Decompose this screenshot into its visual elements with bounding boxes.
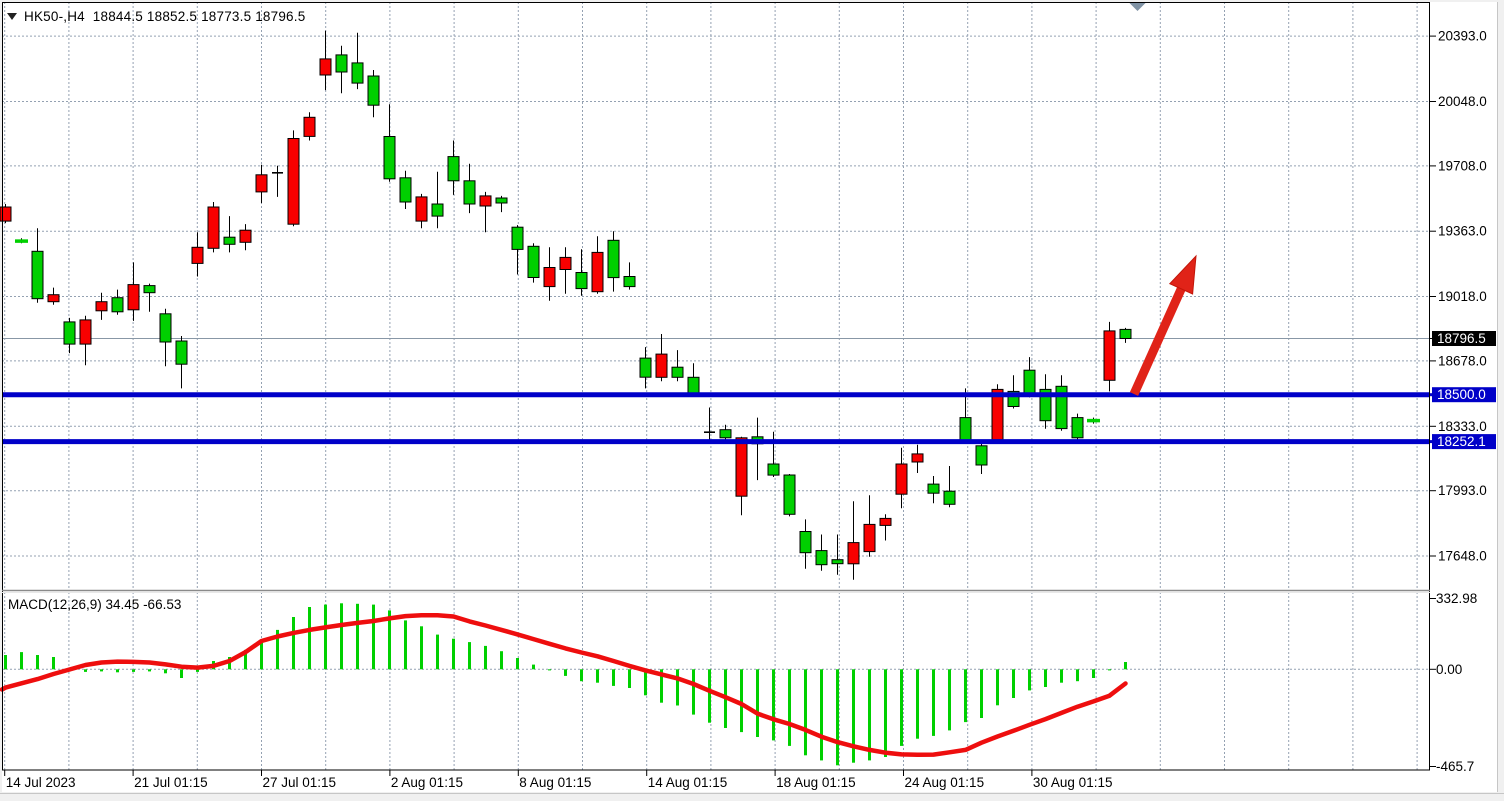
svg-text:20393.0: 20393.0 — [1438, 29, 1487, 44]
svg-text:2 Aug 01:15: 2 Aug 01:15 — [391, 775, 463, 790]
quote-text: HK50-,H4 18844.5 18852.5 18773.5 18796.5 — [24, 8, 306, 24]
svg-text:0.00: 0.00 — [1436, 662, 1462, 677]
support-level-lines[interactable] — [2, 392, 1430, 445]
svg-text:18678.0: 18678.0 — [1438, 353, 1487, 368]
macd-histogram — [4, 603, 1127, 766]
scroll-to-end-marker-icon[interactable] — [1129, 3, 1146, 11]
price-axis[interactable]: 20393.0 20048.0 19708.0 19363.0 19018.0 18678… — [1430, 29, 1496, 774]
svg-text:30 Aug 01:15: 30 Aug 01:15 — [1033, 775, 1113, 790]
svg-text:17648.0: 17648.0 — [1438, 549, 1487, 564]
svg-text:19708.0: 19708.0 — [1438, 158, 1487, 173]
svg-text:18333.0: 18333.0 — [1438, 419, 1487, 434]
svg-text:17993.0: 17993.0 — [1438, 483, 1487, 498]
trend-arrow[interactable] — [1129, 254, 1197, 396]
svg-text:18796.5: 18796.5 — [1437, 331, 1486, 346]
svg-text:8 Aug 01:15: 8 Aug 01:15 — [519, 775, 591, 790]
svg-text:14 Aug 01:15: 14 Aug 01:15 — [648, 775, 728, 790]
svg-text:19018.0: 19018.0 — [1438, 289, 1487, 304]
svg-text:24 Aug 01:15: 24 Aug 01:15 — [905, 775, 985, 790]
svg-text:14 Jul 2023: 14 Jul 2023 — [6, 775, 76, 790]
svg-text:-465.7: -465.7 — [1436, 759, 1474, 774]
macd-indicator-label: MACD(12,26,9) 34.45 -66.53 — [8, 597, 182, 612]
svg-text:18500.0: 18500.0 — [1437, 387, 1486, 402]
svg-text:20048.0: 20048.0 — [1438, 94, 1487, 109]
grid — [2, 2, 1430, 770]
time-axis[interactable]: 14 Jul 2023 21 Jul 01:15 27 Jul 01:15 2 Aug… — [4, 770, 1113, 790]
svg-text:27 Jul 01:15: 27 Jul 01:15 — [263, 775, 337, 790]
svg-text:21 Jul 01:15: 21 Jul 01:15 — [134, 775, 208, 790]
svg-text:18 Aug 01:15: 18 Aug 01:15 — [776, 775, 856, 790]
candles-layer[interactable] — [0, 30, 1132, 580]
macd-signal-line — [0, 613, 1128, 758]
svg-text:19363.0: 19363.0 — [1438, 224, 1487, 239]
quote-line: HK50-,H4 18844.5 18852.5 18773.5 18796.5 — [7, 7, 305, 25]
svg-text:18252.1: 18252.1 — [1437, 434, 1486, 449]
svg-text:332.98: 332.98 — [1436, 591, 1477, 606]
symbol-dropdown-icon[interactable] — [7, 13, 17, 20]
